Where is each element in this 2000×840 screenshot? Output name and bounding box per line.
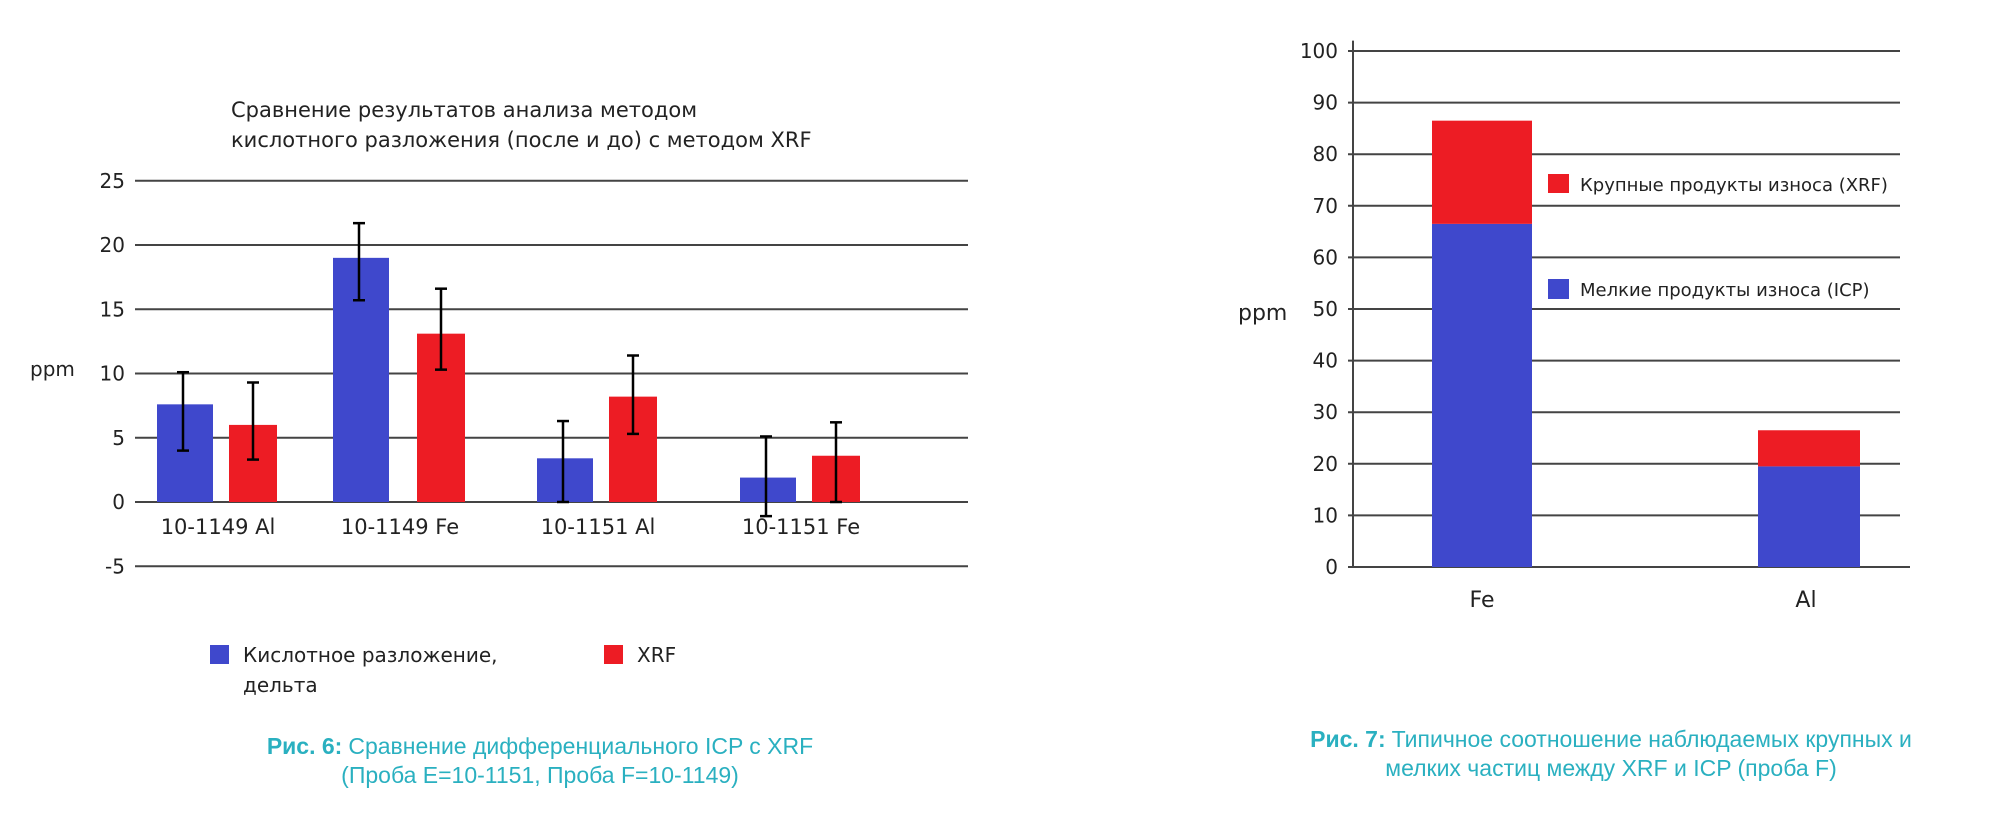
chart2-caption-line1: Рис. 7: Типичное соотношение наблюдаемых … bbox=[1310, 726, 1912, 752]
chart1-bar-delta bbox=[333, 257, 389, 502]
chart2-y-axis-label: ppm bbox=[1238, 301, 1287, 326]
chart2-y-tick-label: 0 bbox=[1325, 555, 1338, 579]
chart1-caption-line2: (Проба E=10-1151, Проба F=10-1149) bbox=[341, 762, 739, 788]
chart1-caption-label: Рис. 6: bbox=[267, 733, 343, 759]
chart2-bar-segment-icp bbox=[1758, 466, 1860, 567]
chart1-legend-swatch-delta bbox=[210, 645, 229, 664]
chart1-legend-label-delta-line1: Кислотное разложение, bbox=[243, 643, 498, 667]
chart2-bar-segment-icp bbox=[1432, 223, 1532, 568]
chart1-caption-line1: Рис. 6: Сравнение дифференциального ICP с… bbox=[267, 733, 813, 759]
chart2-y-tick-label: 20 bbox=[1313, 452, 1338, 476]
chart2-caption-text1: Типичное соотношение наблюдаемых крупных… bbox=[1392, 726, 1912, 752]
chart1-caption-text1: Сравнение дифференциального ICP с XRF bbox=[348, 733, 813, 759]
chart2-y-tick-label: 70 bbox=[1313, 194, 1338, 218]
chart1-bar-delta bbox=[740, 477, 796, 502]
chart1-y-tick-label: 15 bbox=[100, 297, 125, 321]
chart1-title-line1: Сравнение результатов анализа методом bbox=[231, 98, 697, 122]
chart2-category-label: Fe bbox=[1470, 588, 1495, 613]
chart2-y-tick-label: 100 bbox=[1300, 39, 1338, 63]
chart2-y-tick-label: 80 bbox=[1313, 142, 1338, 166]
chart1-y-tick-label: 10 bbox=[100, 362, 125, 386]
chart1-y-tick-label: 25 bbox=[100, 169, 125, 193]
chart-2: ppm 0 10 20 30 40 50 60 70 80 90 100 Fe Al Крупные … bbox=[1238, 39, 1912, 781]
chart1-y-tick-label: 20 bbox=[100, 233, 125, 257]
chart1-bar-delta bbox=[537, 458, 593, 502]
chart1-y-tick-label: 0 bbox=[112, 490, 125, 514]
chart2-y-tick-label: 10 bbox=[1313, 503, 1338, 527]
chart1-category-label: 10-1151 Fe bbox=[742, 515, 860, 539]
chart2-legend-swatch-icp bbox=[1548, 279, 1569, 299]
chart2-caption-label: Рис. 7: bbox=[1310, 726, 1386, 752]
chart1-bar-delta bbox=[157, 404, 213, 502]
chart1-legend-label-xrf: XRF bbox=[637, 643, 676, 667]
chart1-legend-label-delta-line2: дельта bbox=[243, 673, 318, 697]
chart2-category-label: Al bbox=[1795, 588, 1816, 613]
chart2-y-tick-label: 30 bbox=[1313, 400, 1338, 424]
chart2-caption-line2: мелких частиц между XRF и ICP (проба F) bbox=[1385, 755, 1837, 781]
chart1-legend-swatch-xrf bbox=[604, 645, 623, 664]
chart2-bar-segment-xrf bbox=[1758, 430, 1860, 467]
chart1-category-label: 10-1149 Fe bbox=[341, 515, 459, 539]
chart1-y-tick-label: -5 bbox=[105, 554, 125, 578]
chart1-title-line2: кислотного разложения (после и до) с мет… bbox=[231, 128, 812, 152]
chart1-y-axis-label: ppm bbox=[30, 357, 75, 381]
chart2-legend: Крупные продукты износа (XRF) Мелкие про… bbox=[1548, 174, 1888, 301]
chart-1: Сравнение результатов анализа методом ки… bbox=[30, 98, 968, 788]
chart2-legend-label-xrf: Крупные продукты износа (XRF) bbox=[1580, 175, 1888, 196]
chart2-legend-swatch-xrf bbox=[1548, 174, 1569, 193]
chart2-y-tick-label: 40 bbox=[1313, 349, 1338, 373]
chart1-category-label: 10-1151 Al bbox=[541, 515, 656, 539]
chart1-y-tick-label: 5 bbox=[112, 426, 125, 450]
chart2-y-tick-label: 90 bbox=[1313, 91, 1338, 115]
chart2-y-tick-label: 50 bbox=[1313, 297, 1338, 321]
chart2-y-tick-label: 60 bbox=[1313, 245, 1338, 269]
chart1-category-label: 10-1149 Al bbox=[161, 515, 276, 539]
chart2-bar-segment-xrf bbox=[1432, 120, 1532, 224]
chart2-legend-label-icp: Мелкие продукты износа (ICP) bbox=[1580, 280, 1870, 301]
chart1-legend: Кислотное разложение, дельта XRF bbox=[210, 643, 676, 697]
